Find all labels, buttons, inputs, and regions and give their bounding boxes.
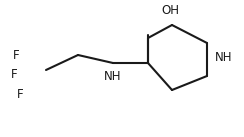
Text: F: F — [13, 49, 19, 62]
Text: NH: NH — [215, 52, 233, 65]
Text: NH: NH — [104, 70, 122, 83]
Text: F: F — [17, 89, 23, 102]
Text: OH: OH — [161, 4, 179, 16]
Text: F: F — [11, 68, 17, 81]
